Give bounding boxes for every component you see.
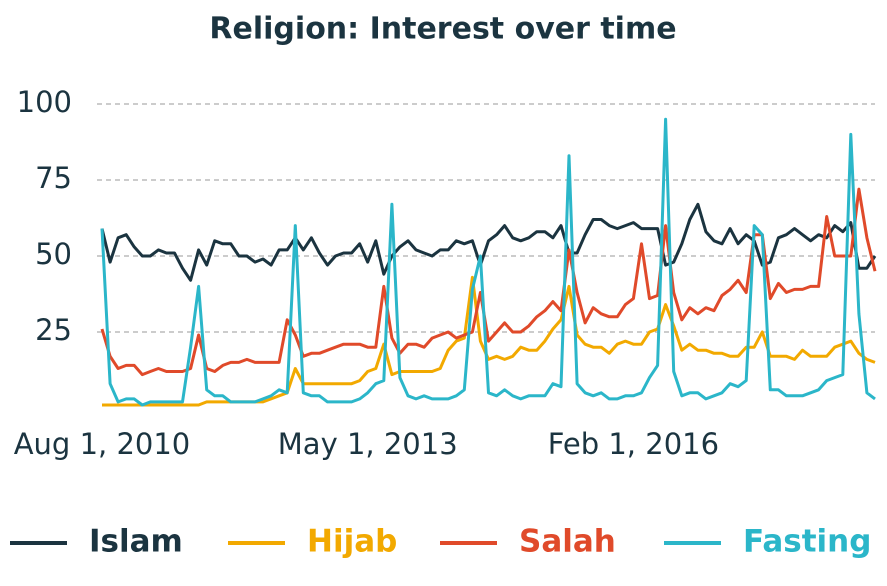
legend-label: Salah: [519, 524, 616, 560]
chart-title: Religion: Interest over time: [209, 12, 676, 47]
legend-label: Islam: [89, 524, 183, 560]
y-tick-label: 25: [35, 313, 72, 347]
x-tick-label: Feb 1, 2016: [548, 427, 719, 461]
legend-label: Hijab: [307, 524, 397, 560]
series-line: [100, 202, 877, 282]
y-tick-label: 75: [35, 161, 72, 195]
legend-label: Fasting: [743, 524, 871, 560]
y-tick-label: 100: [17, 85, 72, 119]
x-tick-label: May 1, 2013: [278, 427, 458, 461]
series-line: [100, 187, 877, 377]
y-tick-label: 50: [35, 237, 72, 271]
series-line: [100, 117, 876, 407]
x-tick-label: Aug 1, 2010: [14, 427, 191, 461]
